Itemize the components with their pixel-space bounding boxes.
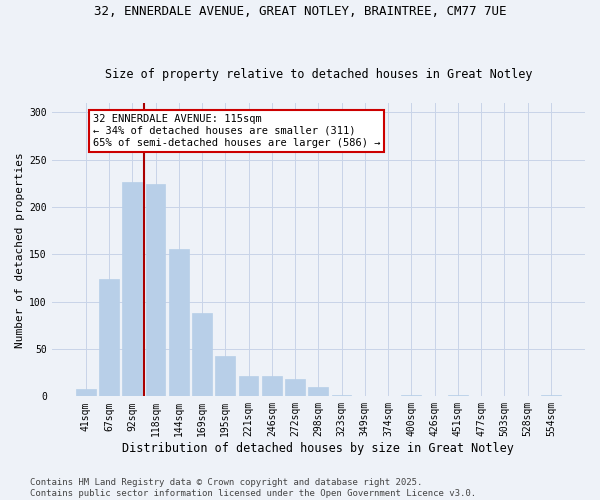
Text: Contains HM Land Registry data © Crown copyright and database right 2025.
Contai: Contains HM Land Registry data © Crown c… — [30, 478, 476, 498]
Bar — [192, 313, 212, 396]
Bar — [76, 389, 95, 396]
Bar — [285, 380, 305, 396]
Title: Size of property relative to detached houses in Great Notley: Size of property relative to detached ho… — [104, 68, 532, 81]
Text: 32, ENNERDALE AVENUE, GREAT NOTLEY, BRAINTREE, CM77 7UE: 32, ENNERDALE AVENUE, GREAT NOTLEY, BRAI… — [94, 5, 506, 18]
Bar — [308, 387, 328, 396]
Bar — [122, 182, 142, 396]
Bar — [99, 279, 119, 396]
Bar — [146, 184, 166, 396]
Bar — [239, 376, 259, 396]
Bar — [169, 248, 188, 396]
X-axis label: Distribution of detached houses by size in Great Notley: Distribution of detached houses by size … — [122, 442, 514, 455]
Y-axis label: Number of detached properties: Number of detached properties — [15, 152, 25, 348]
Bar — [262, 376, 282, 396]
Bar — [215, 356, 235, 397]
Text: 32 ENNERDALE AVENUE: 115sqm
← 34% of detached houses are smaller (311)
65% of se: 32 ENNERDALE AVENUE: 115sqm ← 34% of det… — [93, 114, 380, 148]
